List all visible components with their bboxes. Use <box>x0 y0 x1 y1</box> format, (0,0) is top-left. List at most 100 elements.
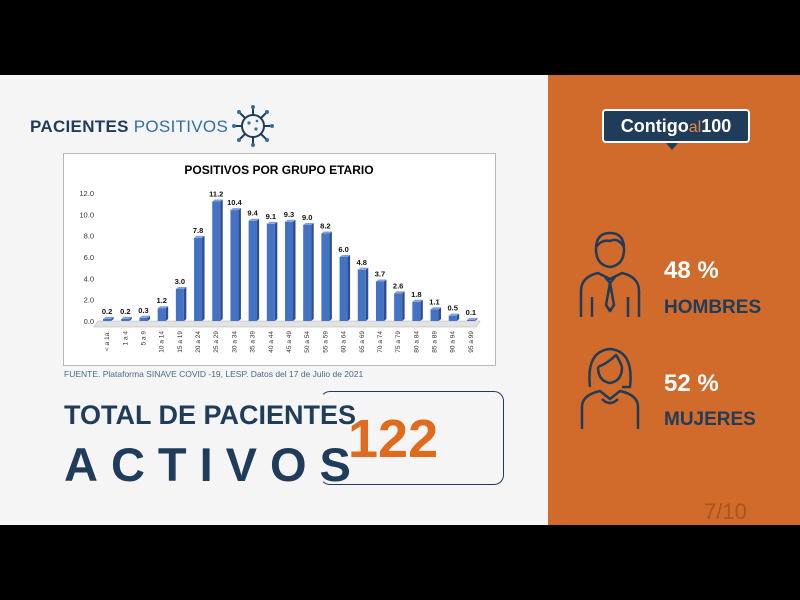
page-number: 7/10 <box>704 499 747 524</box>
bar-top <box>103 316 114 319</box>
page-title: PACIENTES POSITIVOS <box>30 117 228 137</box>
bar-side <box>438 307 442 321</box>
bar-side <box>256 218 260 321</box>
bar <box>448 315 457 321</box>
category-label: < a 1a. <box>104 331 111 351</box>
bar-top <box>321 231 332 234</box>
bar <box>103 318 112 321</box>
women-percent: 52 % <box>664 370 719 397</box>
title-part2: POSITIVOS <box>133 117 229 136</box>
bar-top <box>375 279 387 282</box>
bar <box>375 281 384 321</box>
y-tick-label: 12.0 <box>79 189 94 198</box>
y-tick-label: 10.0 <box>79 210 94 219</box>
category-label: 50 a 54 <box>304 331 311 353</box>
bar-side <box>202 235 205 321</box>
bar-side <box>274 221 278 321</box>
bar <box>248 220 257 321</box>
bar-side <box>147 315 150 321</box>
bar-side <box>293 219 296 321</box>
logo-tail <box>666 143 678 150</box>
logo-part2: al <box>688 119 702 136</box>
category-label: 15 a 19 <box>177 331 184 353</box>
bar <box>357 269 366 321</box>
category-label: 45 a 49 <box>286 331 293 353</box>
data-label: 0.2 <box>102 307 112 316</box>
bar-side <box>365 267 369 321</box>
data-label: 3.0 <box>175 277 185 286</box>
category-label: 95 a 99 <box>468 331 475 353</box>
bar-side <box>311 223 314 321</box>
bar <box>212 201 221 321</box>
data-label: 9.4 <box>247 209 258 218</box>
total-label-line1: TOTAL DE PACIENTES <box>64 400 357 430</box>
bar <box>339 257 348 321</box>
bar-side <box>183 287 187 321</box>
data-label: 0.3 <box>138 306 148 315</box>
category-label: 40 a 44 <box>268 331 275 353</box>
slide: PACIENTES POSITIVOS POSITIVOS POR GRUPO … <box>0 75 800 525</box>
data-label: 11.2 <box>209 190 223 199</box>
bar-side <box>238 208 241 321</box>
men-percent: 48 % <box>664 257 719 284</box>
category-label: 60 a 64 <box>341 331 348 353</box>
women-label: MUJERES <box>664 409 756 430</box>
data-label: 10.4 <box>227 198 242 207</box>
bar-top <box>248 218 260 221</box>
bar <box>394 293 403 321</box>
bar-top <box>175 287 187 289</box>
category-label: 20 a 24 <box>195 331 202 353</box>
bar <box>266 223 275 321</box>
y-tick-label: 6.0 <box>84 253 94 262</box>
bar-top <box>139 315 150 318</box>
bar-top <box>121 316 132 319</box>
data-label: 0.2 <box>120 307 130 316</box>
bar-top <box>357 267 369 270</box>
category-label: 10 a 14 <box>159 331 166 353</box>
bar-side <box>165 306 169 321</box>
category-label: 30 a 34 <box>231 331 238 353</box>
bar <box>121 318 130 321</box>
data-label: 9.3 <box>284 210 294 219</box>
virus-icon <box>232 105 274 147</box>
bar-side <box>129 316 132 321</box>
chart-container: POSITIVOS POR GRUPO ETARIO 0.0 2.0 4.0 6.0 8… <box>63 153 496 366</box>
category-label: 85 a 89 <box>432 331 439 353</box>
bar-top <box>303 223 314 225</box>
data-label: 8.2 <box>320 222 330 231</box>
bar <box>175 289 184 321</box>
bar <box>139 317 148 321</box>
count-frame <box>320 391 504 485</box>
bar <box>157 308 166 321</box>
y-tick-label: 2.0 <box>84 296 94 305</box>
woman-icon <box>580 347 640 429</box>
bar-top <box>430 307 442 310</box>
bar-top <box>230 208 241 211</box>
data-label: 4.8 <box>357 258 367 267</box>
bar-side <box>111 316 114 321</box>
bar-top <box>212 199 223 202</box>
data-label: 1.2 <box>156 296 166 305</box>
category-label: 55 a 59 <box>322 331 329 353</box>
category-label: 1 a 4 <box>122 331 129 346</box>
data-label: 9.1 <box>266 212 276 221</box>
category-label: 35 a 39 <box>250 331 257 353</box>
bar-top <box>448 313 460 316</box>
bar <box>303 225 312 321</box>
title-part1: PACIENTES <box>30 117 129 136</box>
data-label: 0.5 <box>447 304 457 313</box>
bar-side <box>220 199 223 321</box>
source-note: FUENTE. Plataforma SINAVE COVID -19, LES… <box>64 369 364 379</box>
bar-top <box>266 221 278 224</box>
bar-side <box>329 231 332 321</box>
bar-top <box>157 306 169 309</box>
contigo-al-100-logo: Contigoal100 <box>602 109 750 143</box>
bar-top <box>394 291 405 294</box>
data-label: 1.1 <box>429 297 439 306</box>
chart-floor <box>93 320 481 328</box>
right-panel: Contigoal100 48 % HOMBRES 52 % <box>548 75 800 525</box>
logo-part1: Contigo <box>620 116 689 136</box>
chart-title: POSITIVOS POR GRUPO ETARIO <box>184 163 373 177</box>
category-label: 25 a 29 <box>213 331 220 353</box>
men-label: HOMBRES <box>664 297 762 318</box>
